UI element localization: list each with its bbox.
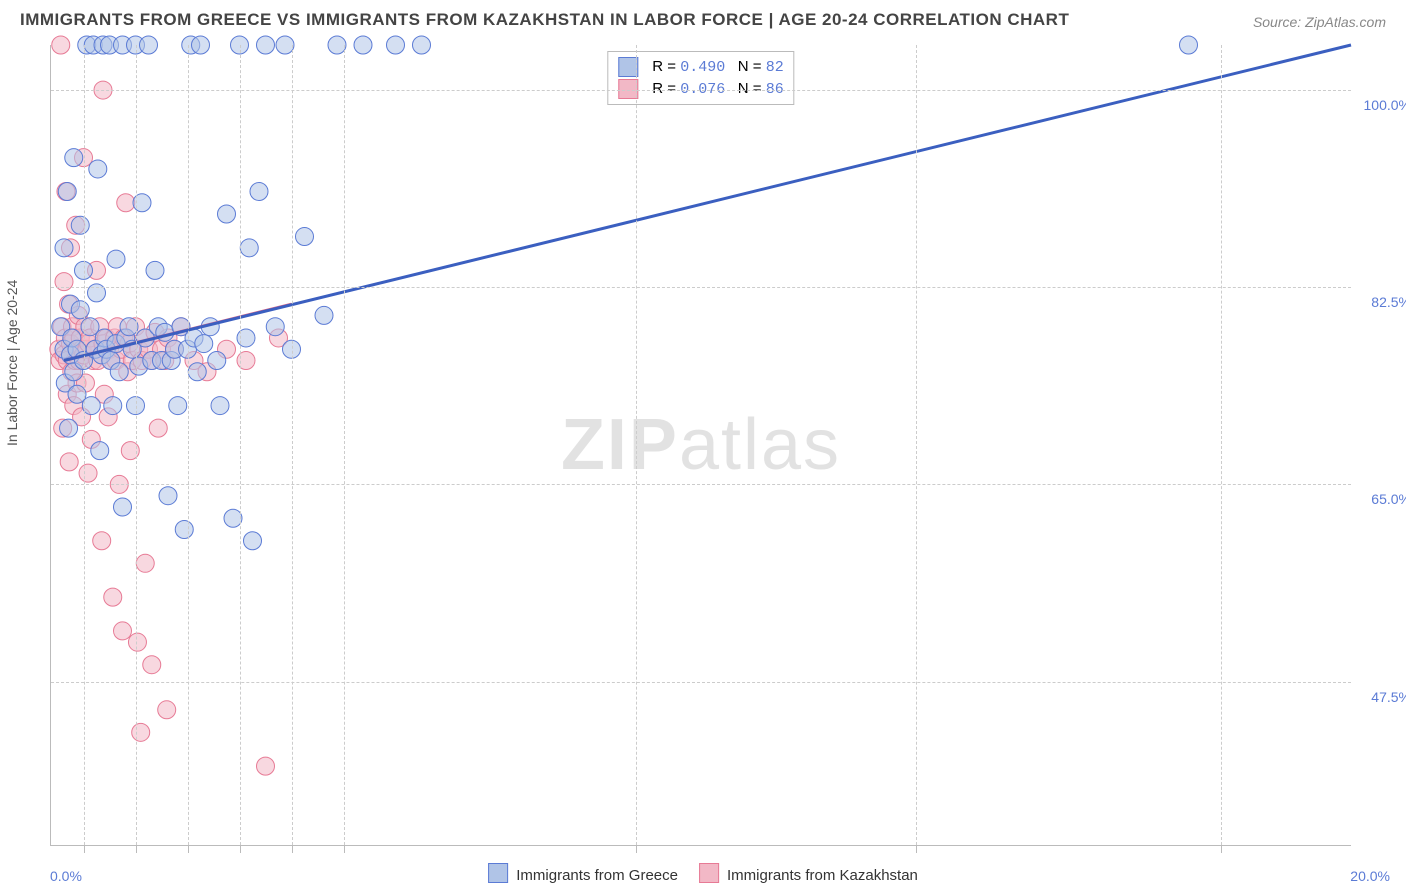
source-label: Source: ZipAtlas.com	[1253, 14, 1386, 30]
y-axis-label: In Labor Force | Age 20-24	[4, 280, 20, 446]
scatter-plot: ZIPatlas R = 0.490 N = 82 R = 0.076 N = …	[50, 45, 1351, 846]
plot-svg	[51, 45, 1351, 845]
swatch-kazakhstan-2	[699, 863, 719, 883]
series-name-greece: Immigrants from Greece	[516, 867, 678, 884]
swatch-greece-2	[488, 863, 508, 883]
series-name-kazakhstan: Immigrants from Kazakhstan	[727, 867, 918, 884]
legend-series: Immigrants from Greece Immigrants from K…	[488, 863, 918, 884]
chart-title: IMMIGRANTS FROM GREECE VS IMMIGRANTS FRO…	[20, 10, 1069, 30]
x-axis-min-label: 0.0%	[50, 868, 82, 884]
x-axis-max-label: 20.0%	[1350, 868, 1390, 884]
legend-row-kazakhstan: R = 0.076 N = 86	[618, 78, 783, 100]
legend-row-greece: R = 0.490 N = 82	[618, 56, 783, 78]
